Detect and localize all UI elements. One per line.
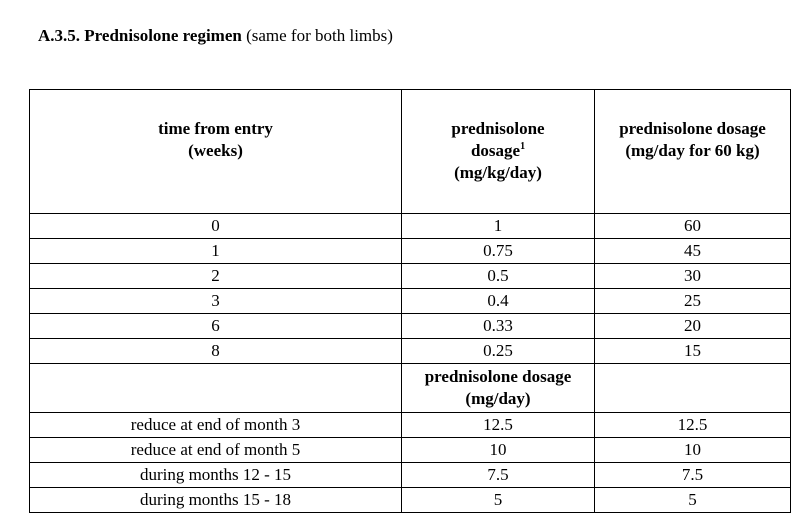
cell-mgkg: 0.25: [401, 338, 595, 364]
header-line: (weeks): [188, 141, 243, 160]
cell-dose: 12.5: [594, 412, 791, 438]
cell-mgday: 45: [594, 238, 791, 264]
header-line: (mg/day for 60 kg): [625, 141, 760, 160]
cell-dose: 12.5: [401, 412, 595, 438]
cell-time: 1: [29, 238, 402, 264]
subheader-empty-cell: [594, 363, 791, 413]
header-time-from-entry: time from entry (weeks): [29, 89, 402, 214]
cell-mgkg: 0.4: [401, 288, 595, 314]
section-note: (same for both limbs): [246, 26, 393, 45]
cell-dose: 10: [594, 437, 791, 463]
table-row: 6 0.33 20: [29, 313, 791, 339]
header-dosage-mgday: prednisolone dosage (mg/day for 60 kg): [594, 89, 791, 214]
cell-mgday: 20: [594, 313, 791, 339]
header-line: (mg/day): [465, 389, 531, 408]
header-line: (mg/kg/day): [454, 163, 542, 182]
cell-time: reduce at end of month 5: [29, 437, 402, 463]
cell-mgday: 25: [594, 288, 791, 314]
cell-mgday: 60: [594, 213, 791, 239]
table-row: 3 0.4 25: [29, 288, 791, 314]
subheader-dosage-mgday: prednisolone dosage (mg/day): [401, 363, 595, 413]
header-line: prednisolone dosage: [619, 119, 766, 138]
table-subheader-row: prednisolone dosage (mg/day): [29, 363, 791, 413]
table-row: reduce at end of month 5 10 10: [29, 437, 791, 463]
section-title: Prednisolone regimen: [84, 26, 242, 45]
header-line-text: dosage: [470, 141, 521, 160]
header-line: prednisolone: [451, 119, 545, 138]
cell-mgday: 15: [594, 338, 791, 364]
header-line: time from entry: [158, 119, 273, 138]
cell-mgday: 30: [594, 263, 791, 289]
section-heading: A.3.5. Prednisolone regimen (same for bo…: [38, 26, 393, 46]
cell-time: 2: [29, 263, 402, 289]
cell-mgkg: 0.33: [401, 313, 595, 339]
table-row: 2 0.5 30: [29, 263, 791, 289]
table-row: 1 0.75 45: [29, 238, 791, 264]
table-row: reduce at end of month 3 12.5 12.5: [29, 412, 791, 438]
table-row: during months 15 - 18 5 5: [29, 487, 791, 513]
cell-dose: 10: [401, 437, 595, 463]
header-line: prednisolone dosage: [424, 367, 572, 386]
header-line: dosage1: [403, 140, 594, 162]
cell-dose: 5: [401, 487, 595, 513]
section-number: A.3.5.: [38, 26, 81, 45]
cell-time: 0: [29, 213, 402, 239]
cell-time: 8: [29, 338, 402, 364]
cell-dose: 5: [594, 487, 791, 513]
cell-time: 6: [29, 313, 402, 339]
cell-dose: 7.5: [401, 462, 595, 488]
cell-time: during months 12 - 15: [29, 462, 402, 488]
table-row: 0 1 60: [29, 213, 791, 239]
cell-mgkg: 1: [401, 213, 595, 239]
cell-dose: 7.5: [594, 462, 791, 488]
cell-mgkg: 0.75: [401, 238, 595, 264]
cell-mgkg: 0.5: [401, 263, 595, 289]
cell-time: 3: [29, 288, 402, 314]
prednisolone-regimen-table: time from entry (weeks) prednisolone dos…: [29, 89, 791, 513]
document-page: A.3.5. Prednisolone regimen (same for bo…: [29, 26, 791, 513]
footnote-marker: 1: [520, 141, 526, 152]
table-row: during months 12 - 15 7.5 7.5: [29, 462, 791, 488]
header-dosage-mgkg: prednisolone dosage1 (mg/kg/day): [401, 89, 595, 214]
table-row: 8 0.25 15: [29, 338, 791, 364]
table-header-row: time from entry (weeks) prednisolone dos…: [29, 89, 791, 214]
cell-time: during months 15 - 18: [29, 487, 402, 513]
cell-time: reduce at end of month 3: [29, 412, 402, 438]
subheader-empty-cell: [29, 363, 402, 413]
